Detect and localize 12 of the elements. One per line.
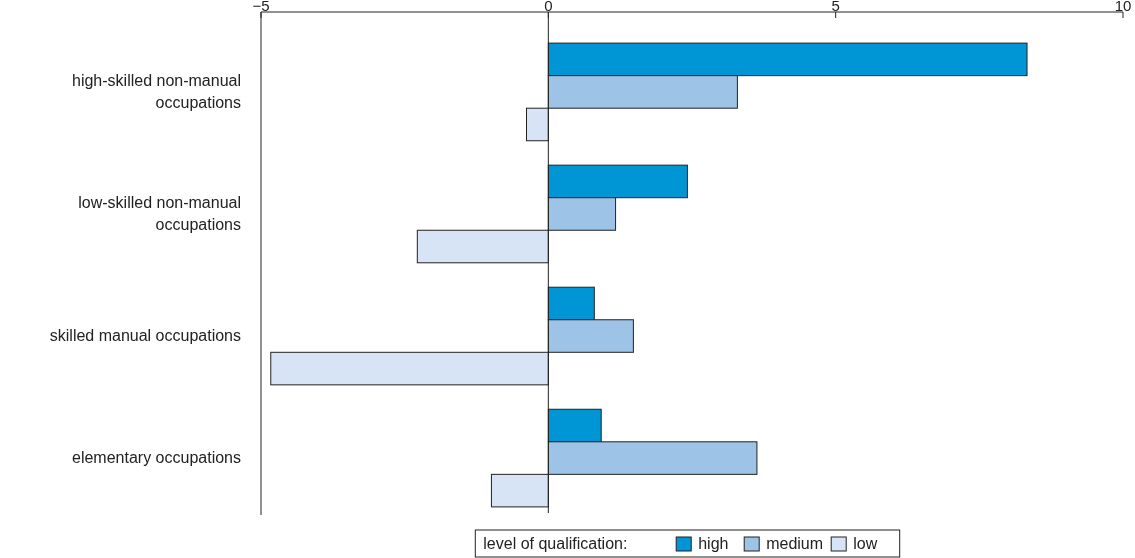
y-tick-label: high-skilled non-manual occupations (72, 71, 241, 111)
legend-label: medium (766, 535, 824, 552)
x-tick-label: 10 (1114, 0, 1132, 14)
legend-label: high (698, 535, 729, 552)
y-tick-label: low-skilled non-manual occupations (78, 193, 241, 233)
legend-label: low (853, 535, 878, 552)
y-tick-label: skilled manual occupations (49, 327, 241, 345)
x-tick-label: 5 (831, 0, 840, 14)
x-tick-label: −5 (252, 0, 270, 14)
x-tick-label: 0 (544, 0, 553, 14)
legend-title: level of qualification: (483, 535, 628, 552)
y-tick-label: elementary occupations (72, 449, 241, 467)
